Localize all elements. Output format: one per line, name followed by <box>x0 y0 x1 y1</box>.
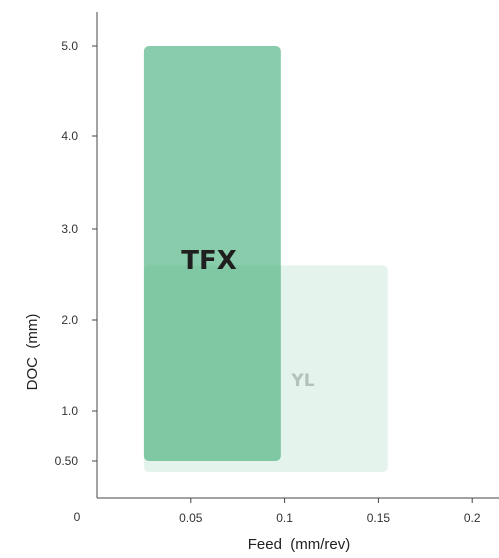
origin-label: 0 <box>74 510 81 524</box>
region-label-tfx: TFX <box>181 246 237 276</box>
y-tick-label: 1.0 <box>61 404 78 418</box>
x-axis: 0.05 0.1 0.15 0.2 <box>97 497 499 525</box>
x-tick-label: 0.1 <box>276 511 293 525</box>
x-tick-label: 0.05 <box>179 511 203 525</box>
x-tick-label: 0.15 <box>367 511 391 525</box>
y-tick-label: 5.0 <box>61 39 78 53</box>
y-tick-label: 3.0 <box>61 222 78 236</box>
y-axis-title: DOC (mm) <box>24 314 41 391</box>
x-axis-title: Feed (mm/rev) <box>248 536 351 553</box>
x-tick-label: 0.2 <box>464 511 481 525</box>
y-tick-label: 0.50 <box>55 454 79 468</box>
y-tick-label: 2.0 <box>61 313 78 327</box>
y-axis: 0.50 1.0 2.0 3.0 4.0 5.0 <box>55 12 98 498</box>
region-tfx <box>143 46 281 461</box>
region-label-yl: YL <box>290 371 314 391</box>
y-tick-label: 4.0 <box>61 129 78 143</box>
plot-area: YL TFX <box>143 46 388 473</box>
